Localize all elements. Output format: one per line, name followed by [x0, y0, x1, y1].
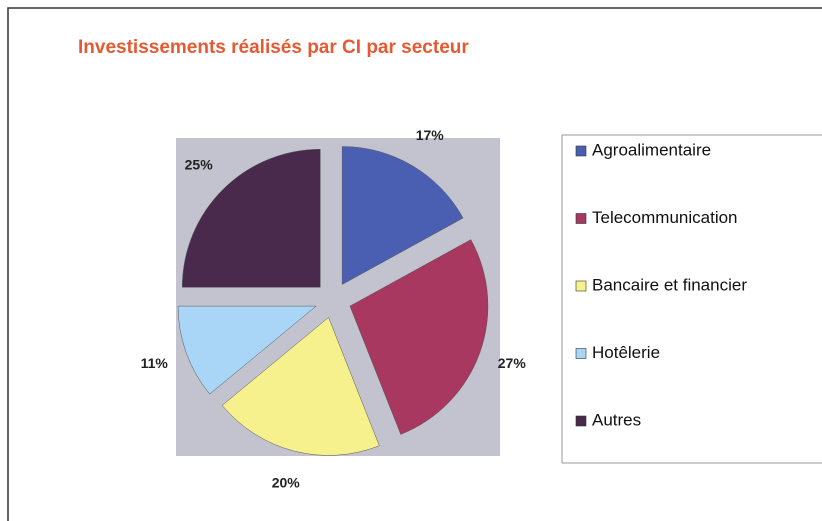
pie-slice — [341, 146, 464, 285]
legend-label: Telecommunication — [592, 208, 738, 227]
legend-label: Hotêlerie — [592, 343, 660, 362]
pie-slice — [349, 239, 489, 435]
legend-swatch — [575, 415, 587, 427]
legend-label: Autres — [592, 410, 641, 429]
data-label: 20% — [272, 475, 301, 491]
legend-label: Bancaire et financier — [592, 275, 747, 294]
legend-label: Agroalimentaire — [592, 140, 711, 159]
chart-title: Investissements réalisés par CI par sect… — [78, 37, 469, 58]
pie-slice — [182, 149, 321, 288]
data-label: 25% — [185, 156, 214, 172]
data-label: 11% — [141, 355, 169, 371]
legend-swatch — [575, 348, 587, 359]
legend-swatch — [575, 213, 587, 224]
data-label: 17% — [416, 127, 445, 143]
pie-slice — [177, 305, 317, 395]
pie-slice — [221, 317, 380, 456]
data-label: 27% — [498, 355, 527, 371]
legend-box — [561, 134, 822, 464]
legend-swatch — [575, 145, 587, 157]
legend-swatch — [575, 280, 587, 292]
